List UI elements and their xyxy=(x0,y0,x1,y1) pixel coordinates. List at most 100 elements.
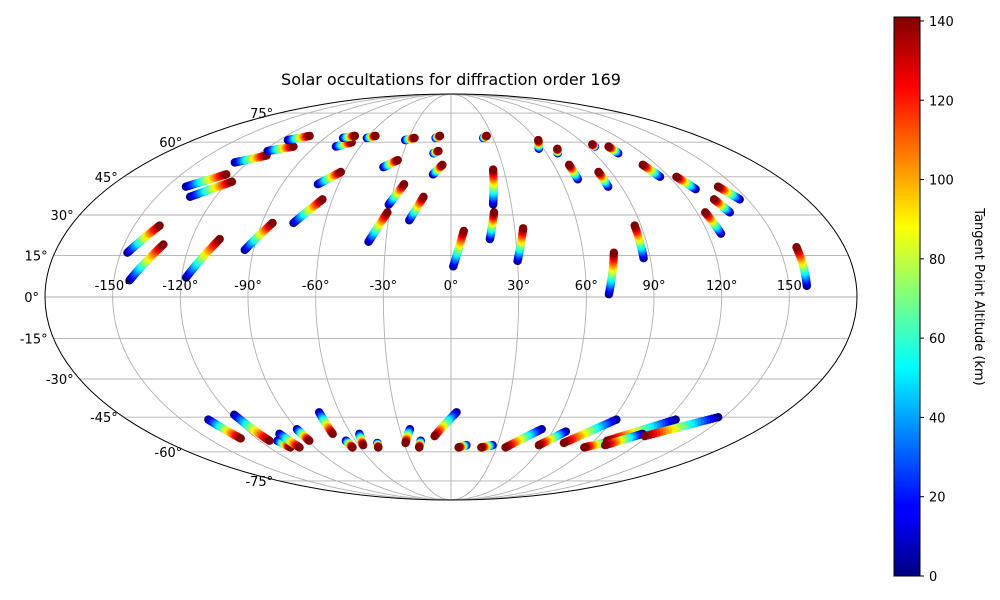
track-point xyxy=(534,441,544,450)
lon-tick-label: 90° xyxy=(642,279,665,294)
occultation-track xyxy=(672,172,700,194)
occultation-track xyxy=(701,208,726,238)
occultation-track xyxy=(181,170,231,191)
track-point xyxy=(383,208,392,217)
occultation-track xyxy=(405,192,428,225)
lon-tick-label: 60° xyxy=(575,279,598,294)
occultation-track xyxy=(263,142,298,156)
occultation-track xyxy=(479,131,491,143)
track-point xyxy=(328,429,337,439)
occultation-track xyxy=(449,226,468,271)
colorbar: 0 20 40 60 80 100 120 140 Tangent Point Altitud… xyxy=(893,15,986,585)
track-point xyxy=(630,221,639,230)
occultation-track xyxy=(240,218,277,255)
track-point xyxy=(295,443,304,452)
occultation-track xyxy=(604,248,619,299)
occultation-track xyxy=(630,221,648,263)
track-point xyxy=(336,167,346,177)
track-point xyxy=(709,195,719,204)
occultation-track xyxy=(604,142,623,158)
lat-tick-label: 45° xyxy=(95,171,118,186)
track-point xyxy=(792,243,801,252)
occultation-track xyxy=(362,131,380,143)
occultation-track xyxy=(485,208,499,244)
track-point xyxy=(350,131,360,141)
occultation-track xyxy=(283,131,314,145)
occultation-track xyxy=(230,151,271,167)
occultation-track xyxy=(792,243,812,291)
occultation-track xyxy=(125,240,168,285)
occultation-track xyxy=(553,144,562,158)
track-point xyxy=(374,443,383,452)
lat-tick-label: 75° xyxy=(250,107,273,122)
occultation-track xyxy=(384,180,409,209)
lat-tick-label: 15° xyxy=(25,249,48,264)
occultation-track xyxy=(513,224,528,266)
track-point xyxy=(477,443,486,452)
track-point xyxy=(305,436,314,445)
occultation-track xyxy=(594,167,613,191)
track-point xyxy=(401,438,410,448)
occultation-track xyxy=(477,441,497,452)
occultation-track xyxy=(454,441,471,452)
occultation-track xyxy=(640,412,723,441)
lat-tick-label: -30° xyxy=(46,373,74,388)
colorbar-tick-label: 140 xyxy=(929,15,954,30)
latitude-tick-labels: -75° -60° -45° -30° -15° 0° 15° 30° 45° 60° 75° xyxy=(20,107,273,490)
meridian-line xyxy=(450,94,520,500)
track-point xyxy=(580,443,589,452)
track-point xyxy=(318,195,327,204)
lon-tick-label: -60° xyxy=(302,279,330,294)
track-point xyxy=(399,180,409,189)
track-point xyxy=(227,177,237,186)
occultation-track xyxy=(638,160,665,182)
occultation-track xyxy=(588,140,600,151)
track-point xyxy=(638,160,647,170)
lon-tick-label: 150 xyxy=(777,279,802,294)
colorbar-tick-label: 100 xyxy=(929,174,954,189)
occultation-track xyxy=(431,131,445,143)
occultation-track xyxy=(364,208,392,246)
track-point xyxy=(358,441,368,450)
occultation-track xyxy=(559,415,621,448)
colorbar-gradient xyxy=(893,16,921,577)
track-point xyxy=(600,441,610,450)
track-point xyxy=(159,240,168,249)
track-point xyxy=(489,208,499,217)
track-point xyxy=(553,144,562,153)
colorbar-tick-label: 60 xyxy=(929,332,946,347)
track-point xyxy=(222,170,231,179)
colorbar-tick-label: 80 xyxy=(929,253,946,268)
track-point xyxy=(559,438,569,448)
track-point xyxy=(236,434,245,443)
track-point xyxy=(701,208,710,217)
lon-tick-label: -120° xyxy=(162,279,198,294)
occultation-track xyxy=(488,165,498,209)
track-point xyxy=(459,226,468,236)
occultation-track xyxy=(331,138,356,151)
occultation-track xyxy=(314,408,337,439)
track-point xyxy=(454,443,463,452)
lat-tick-label: 0° xyxy=(24,291,39,306)
occultation-track xyxy=(401,424,415,448)
occultation-track xyxy=(379,155,402,172)
lon-tick-label: 30° xyxy=(507,279,530,294)
meridian-line xyxy=(179,94,452,500)
colorbar-tick-label: 0 xyxy=(929,570,937,585)
occultation-track xyxy=(428,160,447,179)
track-point xyxy=(438,160,447,170)
occultation-track xyxy=(534,135,544,153)
occultation-track xyxy=(313,167,346,189)
meridian-line xyxy=(450,94,723,500)
occultation-track xyxy=(534,427,571,450)
track-point xyxy=(672,172,681,182)
occultation-track xyxy=(275,429,304,452)
meridian-line xyxy=(450,94,655,500)
occultation-track xyxy=(338,131,360,143)
occultation-track xyxy=(373,438,383,452)
track-point xyxy=(594,167,603,177)
occultation-track xyxy=(414,436,425,452)
lon-tick-label: -150° xyxy=(95,279,131,294)
occultation-track xyxy=(713,182,744,204)
track-point xyxy=(564,160,574,170)
